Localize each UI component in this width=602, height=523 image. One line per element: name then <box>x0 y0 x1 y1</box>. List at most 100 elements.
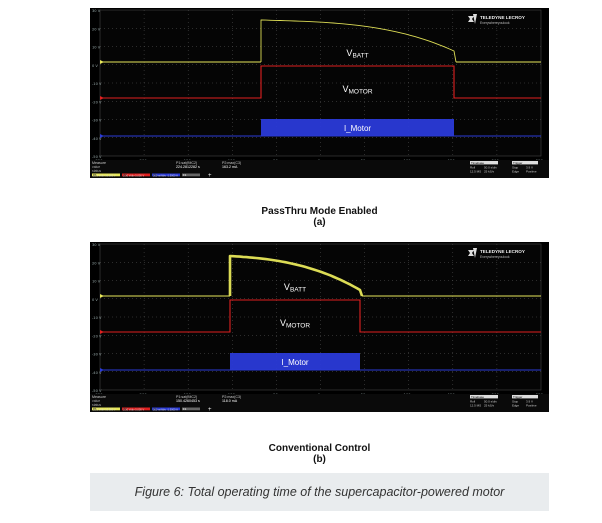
vbatt-trace-pulse <box>260 19 457 63</box>
figure-caption-box: Figure 6: Total operating time of the su… <box>90 473 549 511</box>
imotor-label: I_Motor <box>344 124 371 133</box>
p2-label: P2:max(C3) <box>222 161 241 165</box>
channel-vdiv: 5.00 V/div 5.000 V <box>123 408 144 412</box>
channel-name: C1 <box>93 173 97 177</box>
channel-header <box>152 173 180 177</box>
y-tick-label: 10 V <box>92 46 101 50</box>
y-tick-label: 20 V <box>92 261 101 265</box>
channel-name: C2 <box>123 407 127 411</box>
timebase-value: Roll <box>470 400 476 404</box>
channel-marker <box>100 134 104 138</box>
y-tick-label: 0 V <box>92 64 98 68</box>
y-tick-label: 30 V <box>92 243 101 247</box>
caption-b-title: Conventional Control <box>268 443 371 454</box>
timebase-value: Positive <box>526 404 537 408</box>
logo-tagline: Everywhereyoulook <box>480 21 510 25</box>
p2-value: 163.2 mA <box>222 165 238 169</box>
p1-label: P1:sat(fMC2) <box>176 395 197 399</box>
y-tick-label: -30 V <box>92 119 102 123</box>
status-label: status <box>92 403 101 407</box>
channel-vdiv: 5.00 V/div 5.000 V <box>123 174 144 178</box>
trigger-label: Trigger <box>513 161 522 165</box>
imotor-trace-pulse <box>261 119 454 136</box>
channel-name: C1 <box>93 407 97 411</box>
timebase-value: 3.9 V <box>526 400 533 404</box>
oscilloscope-screen-b: 30 V 20 V 10 V 0 V -10 V -20 V -30 V -40 V -50 V… <box>90 242 549 412</box>
figure-caption: Figure 6: Total operating time of the su… <box>134 485 505 499</box>
caption-b: Conventional Control (b) <box>90 443 549 465</box>
timebase-header <box>470 161 498 165</box>
timebase-value: 50.0 s/div <box>484 166 497 170</box>
oscilloscope-screen-a: 30 V 20 V 10 V 0 V -10 V -20 V -30 V -40 V -50 V… <box>90 8 549 178</box>
y-tick-label: -50 V <box>92 389 102 393</box>
y-tick-label: 20 V <box>92 27 101 31</box>
y-tick-label: -10 V <box>92 316 102 320</box>
channel-vdiv: 10.0 V/div 10.000 V <box>93 174 116 178</box>
channel-marker <box>100 96 104 100</box>
measure-label: Measure <box>92 161 106 165</box>
p2-value: 118.0 mA <box>222 399 238 403</box>
timebase-label: Timebase <box>471 395 484 399</box>
caption-a-sub: (a) <box>313 217 326 228</box>
channel-marker <box>100 368 104 372</box>
p1-value: 150.4260453 s <box>176 399 200 403</box>
channel-name: F1 <box>183 407 187 411</box>
add-channel-icon: + <box>208 173 212 178</box>
channel-header <box>122 173 150 177</box>
timebase-value: 25 kS/s <box>484 404 495 408</box>
trigger-header <box>512 395 538 399</box>
y-tick-label: 30 V <box>92 9 101 13</box>
vmotor-label: VMOTOR <box>280 318 310 330</box>
logo-brand: TELEDYNE LECROY <box>480 249 525 254</box>
channel-marker <box>100 294 104 298</box>
p1-value: 224.2812282 s <box>176 165 200 169</box>
oscilloscope-plot-a: 30 V 20 V 10 V 0 V -10 V -20 V -30 V -40 V -50 V… <box>90 9 549 178</box>
channel-name: C3 <box>153 407 157 411</box>
channel-name: C3 <box>153 173 157 177</box>
add-channel-icon: + <box>208 407 212 412</box>
vbatt-label: VBATT <box>346 48 368 60</box>
timebase-value: 50.0 s/div <box>484 400 497 404</box>
channel-marker <box>100 330 104 334</box>
timebase-label: Timebase <box>471 161 484 165</box>
info-panel <box>90 394 549 412</box>
channel-header <box>92 173 120 177</box>
timebase-value: 12.5 MS <box>470 404 481 408</box>
channel-header <box>122 407 150 411</box>
y-tick-label: -20 V <box>92 100 102 104</box>
caption-b-sub: (b) <box>313 454 326 465</box>
timebase-value: Positive <box>526 170 537 174</box>
timebase-header <box>470 395 498 399</box>
channel-header <box>182 173 200 177</box>
info-panel <box>90 160 549 178</box>
channel-vdiv: 500 mA/div -1.5000 A <box>153 408 178 412</box>
y-tick-label: 0 V <box>92 298 98 302</box>
imotor-trace-pulse <box>230 353 360 370</box>
teledyne-logo-icon <box>468 14 477 24</box>
timebase-value: Edge <box>512 404 519 408</box>
status-label: status <box>92 169 101 173</box>
timebase-value: Stop <box>512 400 519 404</box>
vbatt-trace-pulse <box>228 254 364 297</box>
y-tick-label: -10 V <box>92 82 102 86</box>
channel-header <box>182 407 200 411</box>
value-label: value <box>92 165 100 169</box>
value-label: value <box>92 399 100 403</box>
vmotor-trace <box>100 65 541 99</box>
trigger-header <box>512 161 538 165</box>
channel-name: F1 <box>183 173 187 177</box>
y-tick-label: -20 V <box>92 334 102 338</box>
vbatt-label: VBATT <box>284 282 306 294</box>
y-tick-label: -40 V <box>92 137 102 141</box>
vmotor-trace <box>100 299 541 333</box>
caption-a: PassThru Mode Enabled (a) <box>90 206 549 228</box>
channel-name: C2 <box>123 173 127 177</box>
measure-label: Measure <box>92 395 106 399</box>
trigger-label: Trigger <box>513 395 522 399</box>
y-tick-label: 10 V <box>92 280 101 284</box>
vmotor-label: VMOTOR <box>342 84 372 96</box>
channel-header <box>92 407 120 411</box>
channel-marker <box>100 60 104 64</box>
p1-label: P1:sat(fMC2) <box>176 161 197 165</box>
timebase-value: Edge <box>512 170 519 174</box>
